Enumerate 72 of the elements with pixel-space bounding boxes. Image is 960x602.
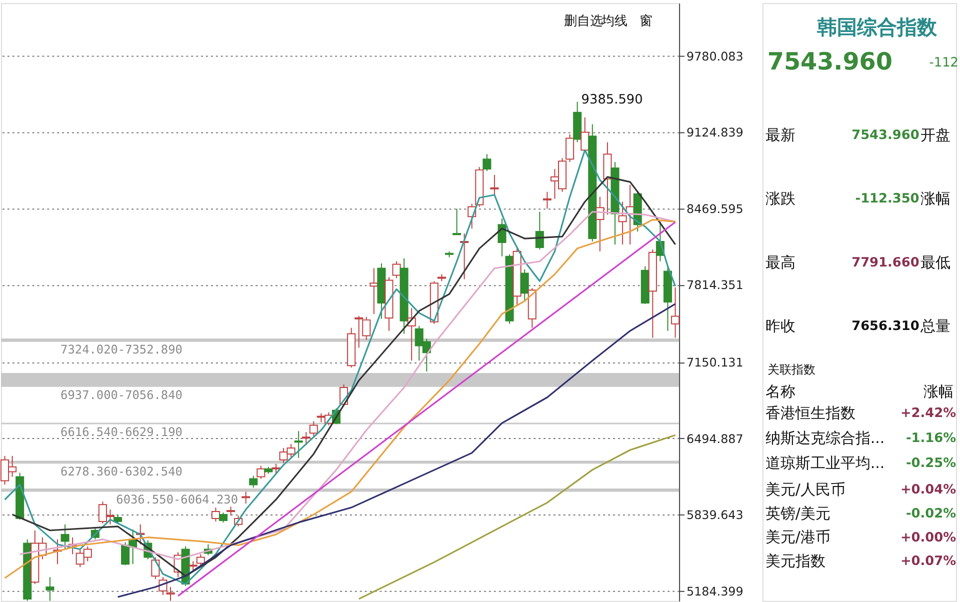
candlestick: [46, 576, 54, 602]
text: 名称: [765, 382, 796, 400]
text: 涨幅: [920, 190, 950, 208]
text: 美元/人民币: [765, 480, 846, 499]
text: 7543.960: [767, 48, 892, 76]
text: -0.25%: [906, 456, 956, 471]
band-label: 6036.550-6064.230: [116, 492, 238, 507]
candlestick: [482, 154, 492, 172]
band-label: 7324.020-7352.890: [60, 342, 182, 357]
y-tick-label: 9124.839: [686, 126, 744, 140]
y-tick-label: 5184.399: [686, 584, 744, 598]
candlestick: [211, 507, 220, 522]
candlestick: [302, 432, 310, 446]
text: -112.350: [855, 192, 920, 207]
text: 总量: [919, 316, 950, 335]
text: 涨跌: [765, 190, 796, 208]
candlestick: [520, 268, 529, 302]
annotation: 均线: [600, 14, 628, 30]
text: 道琼斯工业平均...: [765, 454, 885, 472]
text: 香港恒生指数: [765, 404, 856, 422]
line-series: [358, 434, 676, 600]
y-tick-label: 7814.351: [686, 278, 744, 292]
annotation: 删自选: [564, 14, 603, 30]
y-tick-label: 6494.887: [686, 432, 744, 446]
text: 7543.960: [852, 128, 920, 144]
text: 开盘: [920, 126, 950, 144]
annotation: 9385.590: [581, 92, 643, 108]
y-tick-label: 7150.131: [686, 356, 744, 370]
candlestick: [272, 463, 280, 474]
y-tick-label: 9780.083: [686, 49, 744, 64]
y-tick-label: 5839.643: [686, 508, 744, 522]
candlestick: [542, 191, 552, 210]
annotation: 窗: [639, 13, 652, 30]
candlestick: [60, 524, 70, 550]
text: 关联指数: [767, 362, 816, 376]
candlestick: [218, 512, 228, 523]
text: 纳斯达克综合指...: [765, 428, 885, 447]
text: 英镑/美元: [765, 504, 830, 522]
text: 昨收: [765, 316, 796, 335]
candlestick: [535, 211, 544, 250]
candlestick: [498, 218, 506, 257]
text: +0.07%: [900, 554, 956, 570]
text: 美元/港币: [765, 528, 830, 546]
text: 最新: [765, 126, 796, 144]
candlestick: [294, 430, 303, 458]
text: -112: [929, 56, 958, 71]
candlestick: [580, 116, 590, 153]
y-tick-label: 8469.595: [686, 202, 744, 216]
candlestick: [618, 201, 627, 245]
text: 7791.660: [852, 255, 920, 270]
text: -1.16%: [906, 430, 956, 446]
text: 最高: [765, 253, 796, 272]
text: 最低: [920, 253, 950, 272]
text: +0.00%: [900, 530, 956, 546]
text: 7656.310: [852, 318, 920, 334]
text: -0.02%: [906, 506, 956, 522]
band-label: 6937.000-7056.840: [60, 388, 182, 402]
text: +0.04%: [900, 482, 956, 498]
text: 韩国综合指数: [816, 16, 938, 39]
candlestick: [242, 491, 250, 504]
candlestick: [256, 465, 266, 480]
band-label: 6278.360-6302.540: [60, 464, 182, 479]
text: 涨幅: [923, 382, 954, 400]
candlestick: [452, 208, 462, 236]
text: 美元指数: [765, 552, 826, 570]
candlestick: [249, 475, 258, 488]
candlestick: [370, 268, 378, 314]
text: +2.42%: [900, 406, 956, 422]
band-label: 6616.540-6629.190: [60, 425, 182, 440]
candlestick: [490, 174, 499, 196]
candlestick: [309, 420, 318, 437]
candlestick: [151, 556, 160, 580]
